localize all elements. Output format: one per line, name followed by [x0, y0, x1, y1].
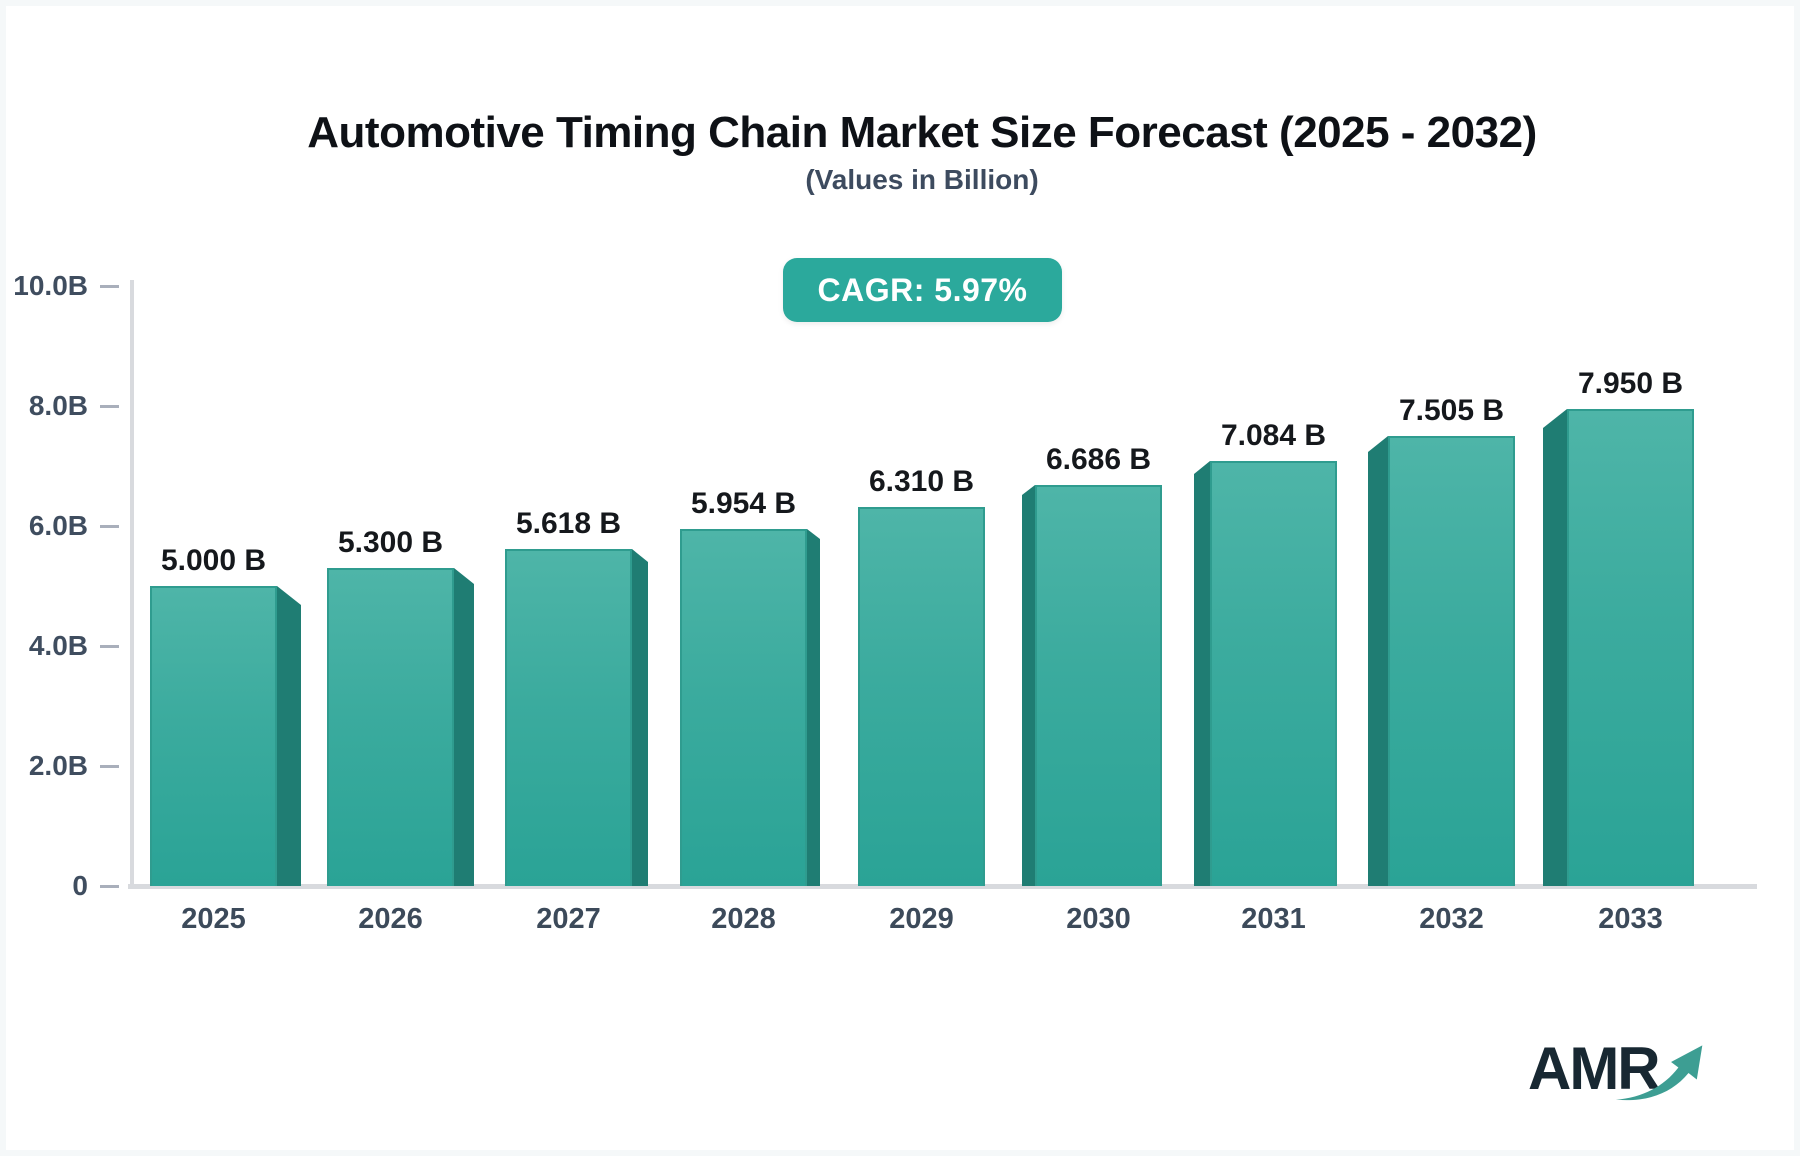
chart-title: Automotive Timing Chain Market Size Fore… [307, 108, 1537, 157]
bar-value-label: 5.954 B [690, 487, 797, 520]
bar-2027 [505, 549, 632, 886]
bar-value-label: 7.505 B [1398, 394, 1505, 427]
amr-logo-text: AMR [1528, 1035, 1661, 1102]
x-axis-label-2030: 2030 [1066, 903, 1131, 935]
growth-arrow-icon [1615, 1045, 1703, 1101]
bar-value-label: 6.686 B [1045, 443, 1152, 476]
bar-2025 [150, 586, 277, 886]
y-axis-tick-label: 2.0B [28, 750, 88, 781]
x-axis-label-2028: 2028 [711, 903, 776, 935]
y-axis-tick-mark [100, 885, 119, 888]
bar-2033 [1567, 409, 1694, 886]
chart-subtitle: (Values in Billion) [805, 164, 1039, 195]
y-axis-tick-label: 6.0B [28, 510, 88, 541]
y-axis-tick-mark [100, 285, 119, 288]
bar-value-label: 7.084 B [1220, 419, 1327, 452]
bar-side-2026 [454, 568, 474, 886]
bar-side-2032 [1368, 436, 1388, 886]
y-axis-tick-mark [100, 405, 119, 408]
x-axis-label-2031: 2031 [1241, 903, 1306, 935]
bar-value-label: 5.300 B [337, 526, 444, 559]
bar-2031 [1210, 461, 1337, 886]
bar-2032 [1388, 436, 1515, 886]
bar-side-2030 [1022, 485, 1035, 886]
bar-side-2033 [1543, 409, 1567, 886]
y-axis-tick-mark [100, 525, 119, 528]
bar-value-label: 5.000 B [160, 544, 267, 577]
x-axis-line [128, 884, 1757, 889]
bar-value-label: 5.618 B [515, 507, 622, 540]
y-axis-line [130, 280, 134, 888]
x-axis-label-2027: 2027 [536, 903, 601, 935]
x-axis-label-2029: 2029 [889, 903, 954, 935]
bar-side-2025 [277, 586, 301, 886]
bar-side-2031 [1194, 461, 1210, 886]
bar-side-2027 [632, 549, 648, 886]
x-axis-label-2033: 2033 [1598, 903, 1663, 935]
y-axis-tick-mark [100, 765, 119, 768]
bar-value-label: 6.310 B [868, 465, 975, 498]
bar-2029 [858, 507, 985, 886]
bar-2028 [680, 529, 807, 886]
y-axis-tick-label: 8.0B [28, 390, 88, 421]
bar-2026 [327, 568, 454, 886]
bar-side-2028 [807, 529, 820, 886]
bar-2030 [1035, 485, 1162, 886]
x-axis-label-2025: 2025 [181, 903, 246, 935]
bar-value-label: 7.950 B [1577, 367, 1684, 400]
y-axis-tick-label: 4.0B [28, 630, 88, 661]
y-axis-tick-label: 0 [72, 870, 88, 901]
y-axis-tick-mark [100, 645, 119, 648]
x-axis-label-2032: 2032 [1419, 903, 1484, 935]
x-axis-label-2026: 2026 [358, 903, 423, 935]
amr-logo: AMR [1528, 1034, 1708, 1104]
cagr-badge: CAGR: 5.97% [783, 258, 1062, 322]
y-axis-tick-label: 10.0B [13, 270, 88, 301]
